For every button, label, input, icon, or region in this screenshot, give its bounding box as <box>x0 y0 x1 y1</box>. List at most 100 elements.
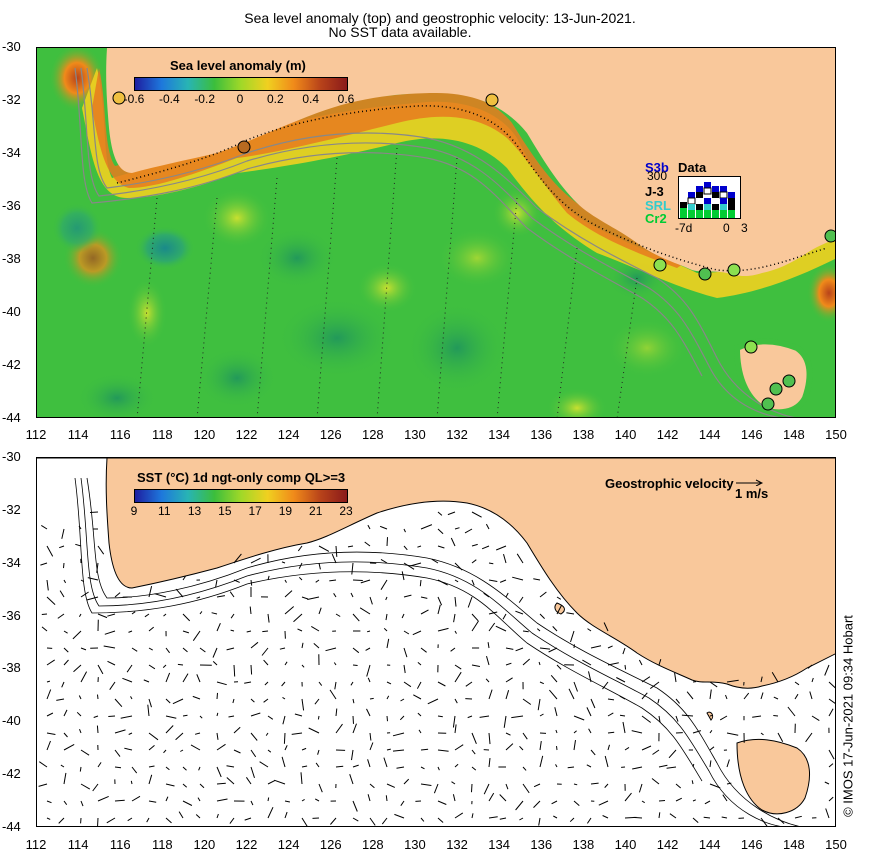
velocity-vector <box>263 698 269 703</box>
velocity-vector <box>379 525 388 530</box>
velocity-vector <box>811 715 820 722</box>
tide-gauge-marker[interactable] <box>744 340 758 354</box>
velocity-vector <box>607 645 613 649</box>
lon-tick-label: 148 <box>783 837 805 852</box>
velocity-vector <box>471 559 477 564</box>
velocity-vector <box>681 714 694 717</box>
tide-gauge-marker[interactable] <box>727 263 741 277</box>
velocity-vector <box>97 545 105 555</box>
tide-gauge-marker[interactable] <box>112 91 126 105</box>
bathymetry-contours <box>74 67 796 417</box>
velocity-vector <box>454 664 462 670</box>
velocity-vector <box>471 664 480 667</box>
velocity-vector <box>267 575 270 581</box>
tasmania-land <box>733 338 813 416</box>
lon-tick-label: 136 <box>530 837 553 852</box>
velocity-vector <box>725 694 728 700</box>
velocity-vector <box>638 783 643 793</box>
tide-gauge-marker[interactable] <box>653 258 667 272</box>
velocity-vector <box>267 715 274 720</box>
velocity-vector <box>633 816 643 819</box>
velocity-vector <box>131 795 141 802</box>
tide-gauge-marker[interactable] <box>761 397 775 411</box>
velocity-vector <box>216 623 221 632</box>
velocity-vector <box>479 715 490 718</box>
velocity-vector <box>59 590 65 598</box>
velocity-vector <box>79 766 82 772</box>
velocity-vector <box>175 588 184 598</box>
velocity-vector <box>452 715 456 728</box>
tide-gauge-marker[interactable] <box>824 229 836 243</box>
velocity-vector <box>369 783 375 789</box>
velocity-vector <box>284 579 287 583</box>
velocity-vector <box>454 630 457 634</box>
sea-level-anomaly-map: Sea level anomaly (m) -0.6 -0.4 -0.2 0 0.2 0.… <box>36 47 836 418</box>
low-anomaly <box>407 303 507 393</box>
velocity-vector <box>291 732 303 735</box>
data-count-tick: -7d <box>675 221 693 235</box>
sst-colorbar <box>134 489 348 503</box>
tide-gauge-marker[interactable] <box>782 374 796 388</box>
velocity-vector <box>301 817 308 826</box>
velocity-vector <box>63 732 68 738</box>
sla-colorbar <box>134 77 348 91</box>
tide-gauge-marker[interactable] <box>237 140 251 154</box>
velocity-vector <box>87 577 99 581</box>
velocity-vector <box>250 698 255 703</box>
velocity-vector <box>485 678 490 683</box>
tide-gauge-marker[interactable] <box>485 93 499 107</box>
velocity-vector <box>350 681 354 686</box>
velocity-vector <box>537 698 541 711</box>
velocity-vector <box>522 732 528 740</box>
velocity-vector <box>262 630 269 633</box>
velocity-vector <box>154 593 167 598</box>
velocity-vector <box>192 630 201 641</box>
velocity-vector <box>539 591 547 598</box>
velocity-vector <box>114 766 122 769</box>
lon-tick-label: 120 <box>193 427 216 442</box>
king-island <box>706 711 714 721</box>
velocity-vector <box>359 607 371 615</box>
colorbar-tick: 11 <box>158 504 171 518</box>
velocity-vector <box>267 806 274 819</box>
colorbar-tick: 19 <box>278 504 293 518</box>
velocity-vector <box>499 817 507 820</box>
velocity-vector <box>499 579 507 583</box>
velocity-vector <box>573 740 576 751</box>
velocity-vector <box>199 647 206 653</box>
lon-tick-label: 140 <box>614 427 637 442</box>
velocity-vector <box>641 745 652 751</box>
sla-blobs <box>49 48 835 417</box>
velocity-vector <box>420 817 425 822</box>
map-subtitle: No SST data available. <box>328 24 472 40</box>
lon-tick-label: 112 <box>25 837 47 852</box>
velocity-vector <box>420 783 432 786</box>
lat-tick-label: -42 <box>2 766 21 782</box>
velocity-vector <box>215 579 218 588</box>
velocity-vector <box>420 609 429 615</box>
velocity-vector <box>104 630 116 635</box>
velocity-vector <box>72 630 82 640</box>
velocity-vector <box>487 642 490 649</box>
lat-tick-label: -36 <box>2 607 21 623</box>
velocity-vector <box>114 729 126 734</box>
tide-gauge-marker[interactable] <box>769 382 783 396</box>
lat-tick-label: -42 <box>2 357 21 372</box>
velocity-vector <box>385 795 388 802</box>
velocity-vector <box>709 689 712 700</box>
velocity-vector <box>318 783 323 793</box>
velocity-vector <box>471 732 477 744</box>
velocity-vector <box>437 579 448 586</box>
velocity-vector <box>147 704 150 717</box>
velocity-vector <box>58 817 65 824</box>
lat-tick-label: -32 <box>2 501 21 517</box>
velocity-vector <box>46 817 51 820</box>
colorbar-tick: 0.6 <box>337 92 355 106</box>
velocity-vector <box>350 592 354 598</box>
velocity-vector <box>63 579 67 584</box>
velocity-vector <box>233 749 241 754</box>
velocity-vector <box>437 627 449 632</box>
tide-gauge-marker[interactable] <box>698 267 712 281</box>
velocity-vector <box>386 783 395 788</box>
velocity-vector <box>216 782 226 785</box>
